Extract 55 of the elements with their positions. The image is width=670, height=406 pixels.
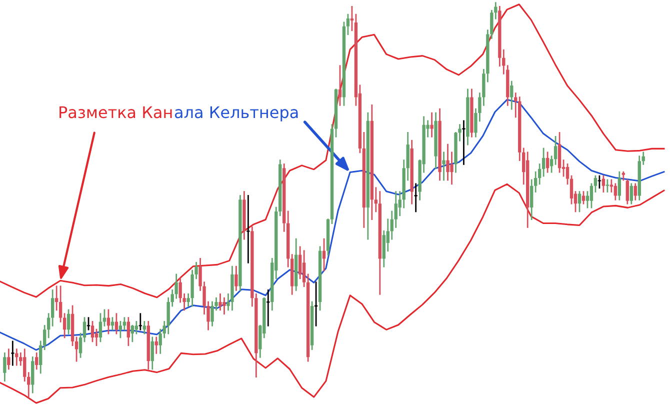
- candlestick: [546, 152, 550, 173]
- candlestick: [130, 324, 134, 342]
- candlestick: [634, 183, 637, 200]
- candlestick: [78, 332, 82, 358]
- candlestick: [66, 309, 70, 334]
- candlestick: [394, 191, 398, 228]
- candlestick: [590, 183, 594, 208]
- candlestick: [446, 144, 450, 181]
- candlestick: [7, 348, 10, 370]
- annotation: Разметка Кан: [60, 106, 172, 118]
- candlestick: [222, 297, 226, 315]
- candlestick: [3, 352, 6, 382]
- candlestick: [582, 191, 586, 204]
- candlestick: [602, 175, 606, 192]
- candlestick: [630, 183, 633, 204]
- candlestick: [15, 348, 18, 366]
- candlestick: [122, 317, 126, 330]
- candlestick: [566, 164, 570, 185]
- candlestick: [74, 336, 78, 362]
- candlestick: [98, 313, 102, 342]
- candlestick: [218, 293, 222, 311]
- candlestick: [346, 14, 350, 35]
- candlestick: [570, 175, 574, 204]
- candlestick: [450, 152, 454, 185]
- candlestick: [35, 352, 38, 370]
- candlestick: [114, 313, 118, 334]
- candlestick: [134, 321, 138, 334]
- candlestick: [350, 6, 354, 32]
- candlestick: [154, 336, 158, 354]
- annotation: ала Кельтнера: [174, 106, 298, 122]
- candlestick: [594, 175, 598, 192]
- candlestick: [338, 65, 342, 106]
- candlestick: [90, 321, 94, 342]
- candlestick: [606, 179, 610, 192]
- candlestick: [126, 317, 130, 346]
- candlestick: [622, 171, 626, 181]
- candlestick: [618, 171, 622, 200]
- candlestick: [94, 328, 98, 346]
- candlestick: [31, 356, 34, 394]
- candlestick: [614, 183, 618, 200]
- candlestick: [530, 179, 534, 220]
- candlestick: [578, 191, 582, 212]
- candlestick: [234, 266, 238, 291]
- candlestick: [510, 80, 514, 110]
- candlestick: [298, 246, 302, 280]
- candlestick: [110, 317, 114, 330]
- candlestick: [442, 152, 446, 181]
- candlestick: [150, 336, 154, 370]
- candlestick: [626, 179, 629, 204]
- candlestick: [142, 321, 146, 334]
- candlestick: [430, 112, 434, 138]
- candlestick: [23, 348, 26, 382]
- candlestick: [118, 321, 122, 338]
- candlestick: [210, 301, 214, 326]
- candlestick: [82, 317, 86, 342]
